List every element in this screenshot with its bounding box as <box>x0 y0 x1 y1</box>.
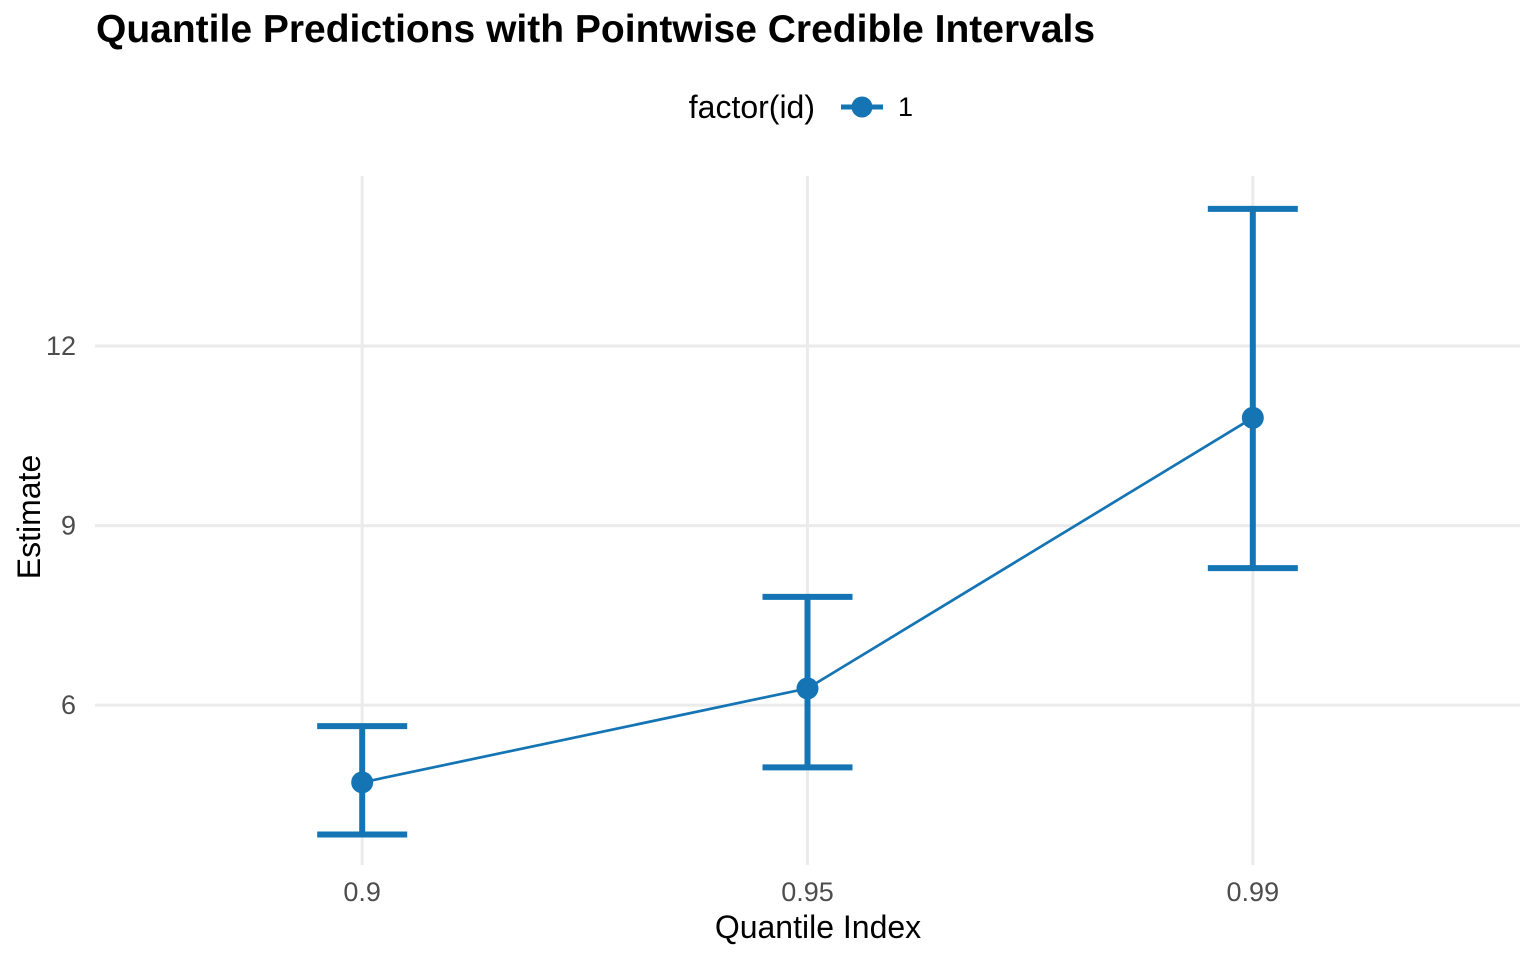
x-tick-label: 0.9 <box>343 877 381 907</box>
y-tick-label: 12 <box>46 331 76 361</box>
y-tick-label: 6 <box>61 690 76 720</box>
legend-key-point-icon <box>851 96 873 118</box>
legend-title: factor(id) <box>689 89 815 125</box>
plot-panel: 6 9 12 0.9 0.95 0.99 <box>46 176 1520 907</box>
y-axis-title: Estimate <box>11 455 47 579</box>
legend: factor(id) 1 <box>689 89 913 125</box>
y-tick-label: 9 <box>61 511 76 541</box>
x-axis-title: Quantile Index <box>715 909 921 945</box>
data-point <box>1241 406 1264 429</box>
legend-item-label: 1 <box>898 92 913 122</box>
data-point <box>796 677 819 700</box>
x-tick-label: 0.99 <box>1227 877 1280 907</box>
data-point <box>351 771 374 794</box>
x-tick-label: 0.95 <box>781 877 834 907</box>
plot-title: Quantile Predictions with Pointwise Cred… <box>96 8 1095 51</box>
